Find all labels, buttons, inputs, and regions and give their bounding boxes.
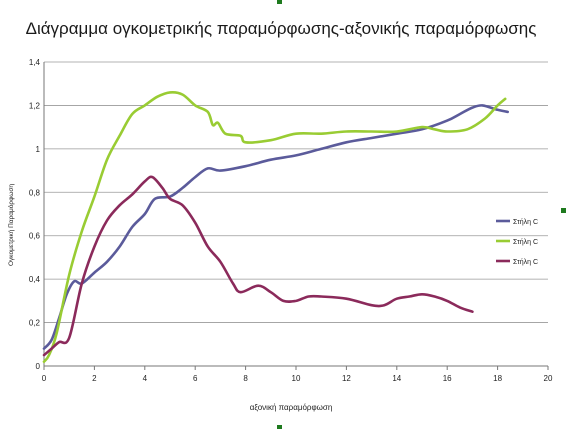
- x-tick-label: 2: [92, 374, 97, 383]
- selection-handle-top[interactable]: [277, 0, 282, 4]
- legend-label-2: Στήλη C: [513, 239, 538, 246]
- x-tick-label: 10: [292, 374, 301, 383]
- selection-handle-bottom[interactable]: [277, 425, 282, 429]
- series-line-2: [42, 90, 507, 363]
- legend-label-1: Στήλη C: [513, 219, 538, 226]
- y-tick-label: 0,2: [29, 319, 41, 328]
- axes: 0 0,2 0,4 0,6 0,8 1 1,2 1,4 0 2 4 6 8 10 12 14 16 18 20: [29, 58, 553, 383]
- x-tick-label: 14: [392, 374, 401, 383]
- y-axis-label: Ογκομετρική Παραμόρφωση: [7, 184, 15, 266]
- x-tick-label: 12: [342, 374, 351, 383]
- y-tick-label: 0: [36, 362, 41, 371]
- plot-series: [42, 90, 509, 363]
- x-tick-label: 16: [443, 374, 452, 383]
- y-tick-label: 0,8: [29, 188, 41, 197]
- x-tick-label: 18: [493, 374, 502, 383]
- y-tick-label: 1: [36, 145, 41, 154]
- chart-title: Διάγραμμα ογκομετρικής παραμόρφωσης-αξον…: [26, 19, 537, 38]
- legend: Στήλη C Στήλη C Στήλη C: [496, 219, 538, 266]
- x-tick-label: 4: [143, 374, 148, 383]
- y-tick-label: 0,6: [29, 232, 41, 241]
- y-tick-label: 0,4: [29, 275, 41, 284]
- series-line-3: [42, 175, 474, 357]
- x-tick-label: 8: [243, 374, 248, 383]
- x-tick-label: 0: [42, 374, 47, 383]
- y-tick-label: 1,2: [29, 101, 41, 110]
- x-axis-label: αξονική παραμόρφωση: [250, 403, 333, 412]
- x-tick-label: 6: [193, 374, 198, 383]
- legend-label-3: Στήλη C: [513, 259, 538, 266]
- selection-handle-right[interactable]: [561, 208, 566, 213]
- x-tick-label: 20: [544, 374, 553, 383]
- y-tick-label: 1,4: [29, 58, 41, 67]
